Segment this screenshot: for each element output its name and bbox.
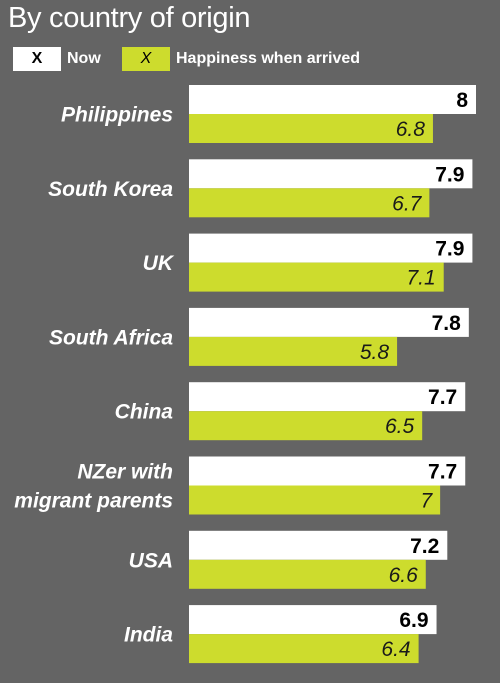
value-label-arrived-south-africa: 5.8	[360, 341, 390, 364]
category-label-uk: UK	[143, 252, 175, 275]
value-label-arrived-uk: 7.1	[407, 267, 436, 290]
bar-now-south-africa	[189, 307, 469, 337]
category-label-south-korea: South Korea	[48, 178, 173, 201]
bar-arrived-uk	[189, 262, 444, 292]
bar-now-china	[189, 382, 466, 412]
value-label-arrived-philippines: 6.8	[396, 118, 426, 141]
legend-label-now: Now	[67, 50, 101, 67]
bar-arrived-nzer-with-migrant-parents	[189, 485, 441, 515]
value-label-arrived-nzer-with-migrant-parents: 7	[420, 490, 433, 513]
category-label-usa: USA	[129, 549, 173, 572]
category-label-nzer-with-migrant-parents: NZer with migrant parents	[14, 461, 173, 513]
bar-arrived-south-korea	[189, 188, 430, 218]
legend-swatch-arrived: X	[122, 47, 170, 71]
bar-arrived-usa	[189, 559, 426, 589]
value-label-now-nzer-with-migrant-parents: 7.7	[428, 461, 457, 484]
category-label-philippines: Philippines	[61, 104, 173, 127]
value-label-now-usa: 7.2	[410, 535, 439, 558]
bar-now-philippines	[189, 85, 476, 114]
value-label-arrived-china: 6.5	[385, 415, 415, 438]
value-label-now-uk: 7.9	[435, 238, 464, 261]
legend-swatch-now: X	[13, 47, 61, 71]
value-label-now-china: 7.7	[428, 386, 457, 409]
bar-arrived-south-africa	[189, 336, 398, 366]
bar-arrived-india	[189, 634, 419, 664]
bar-now-india	[189, 605, 437, 635]
bar-arrived-philippines	[189, 114, 433, 143]
bar-now-uk	[189, 233, 473, 263]
bar-now-usa	[189, 530, 448, 560]
category-label-china: China	[115, 401, 174, 424]
category-label-india: India	[124, 624, 173, 647]
chart-title: By country of origin	[8, 2, 251, 34]
value-label-now-philippines: 8	[456, 89, 468, 112]
bar-now-south-korea	[189, 159, 473, 189]
bar-arrived-china	[189, 411, 423, 441]
value-label-now-south-africa: 7.8	[432, 312, 462, 335]
bar-now-nzer-with-migrant-parents	[189, 456, 466, 486]
value-label-arrived-usa: 6.6	[389, 564, 419, 587]
legend-label-arrived: Happiness when arrived	[176, 50, 361, 67]
category-label-south-africa: South Africa	[49, 326, 173, 349]
value-label-arrived-south-korea: 6.7	[392, 192, 423, 215]
value-label-now-south-korea: 7.9	[435, 163, 464, 186]
value-label-arrived-india: 6.4	[381, 638, 410, 661]
value-label-now-india: 6.9	[399, 609, 428, 632]
